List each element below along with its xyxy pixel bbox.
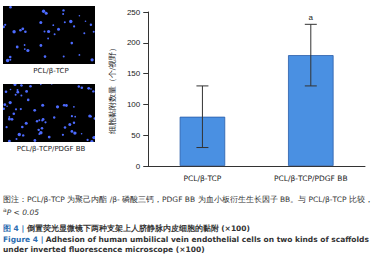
svg-text:150: 150: [127, 69, 141, 78]
html-text:图 4 |倒置荧光显微镜下两种支架上人脐静脉内皮细胞的黏附: 图 4 |倒置荧光显微镜下两种支架上人脐静脉内皮细胞的黏附 (×100): [3, 224, 250, 233]
svg-text:200: 200: [127, 38, 141, 47]
html-text:Figure 4 | Adhesion of human u: Figure 4 | Adhesion of human umbilical v…: [3, 235, 369, 254]
html-text:PCL/β-TCP/PDGF BB: PCL/β-TCP/PDGF BB: [16, 145, 86, 153]
html-text:图注：PCL/β-TCP 为聚己内酯 /β- 磷酸三钙，PD: 图注：PCL/β-TCP 为聚己内酯 /β- 磷酸三钙，PDGF BB 为血小板…: [3, 195, 373, 204]
svg-text:50: 50: [131, 131, 140, 140]
html-text:aP < 0.05: aP < 0.05: [3, 205, 39, 217]
svg-text:0: 0: [136, 162, 141, 171]
svg-text:250: 250: [127, 8, 141, 17]
svg-text:PCL/β-TCP: PCL/β-TCP: [184, 174, 222, 183]
svg-text:100: 100: [127, 100, 141, 109]
svg-text:PCL/β-TCP/PDGF BB: PCL/β-TCP/PDGF BB: [274, 174, 347, 183]
html-text:PCL/β-TCP: PCL/β-TCP: [33, 67, 69, 75]
svg-text:细胞黏附数量（个/视野）: 细胞黏附数量（个/视野）: [108, 44, 117, 135]
svg-text:a: a: [309, 13, 314, 22]
